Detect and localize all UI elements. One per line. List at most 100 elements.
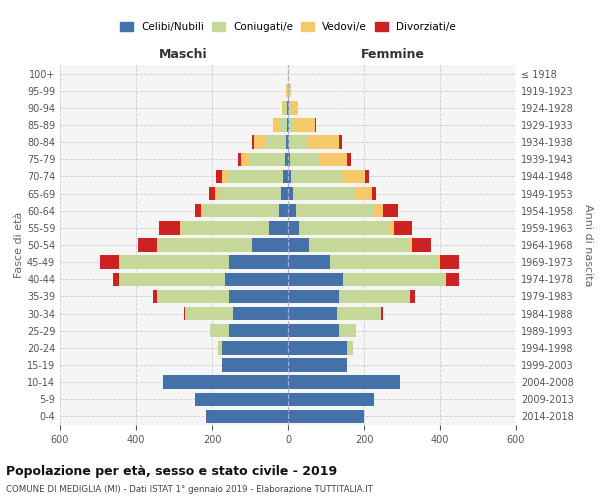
- Bar: [203, 204, 278, 218]
- Bar: [288, 101, 289, 114]
- Bar: [440, 256, 459, 269]
- Bar: [195, 392, 288, 406]
- Bar: [159, 221, 180, 234]
- Bar: [343, 272, 446, 286]
- Bar: [288, 238, 309, 252]
- Y-axis label: Fasce di età: Fasce di età: [14, 212, 24, 278]
- Bar: [278, 204, 288, 218]
- Bar: [288, 118, 289, 132]
- Y-axis label: Anni di nascita: Anni di nascita: [583, 204, 593, 286]
- Bar: [157, 290, 229, 303]
- Bar: [153, 290, 157, 303]
- Bar: [210, 324, 229, 338]
- Bar: [138, 238, 157, 252]
- Bar: [288, 272, 343, 286]
- Bar: [200, 204, 203, 218]
- Bar: [288, 376, 400, 389]
- Bar: [281, 187, 288, 200]
- Bar: [289, 101, 290, 114]
- Bar: [288, 204, 296, 218]
- Bar: [238, 152, 241, 166]
- Bar: [373, 204, 383, 218]
- Bar: [320, 152, 347, 166]
- Bar: [218, 341, 221, 354]
- Bar: [227, 170, 283, 183]
- Bar: [215, 187, 218, 200]
- Bar: [308, 136, 338, 149]
- Bar: [252, 136, 254, 149]
- Bar: [180, 221, 182, 234]
- Text: COMUNE DI MEDIGLIA (MI) - Dati ISTAT 1° gennaio 2019 - Elaborazione TUTTITALIA.I: COMUNE DI MEDIGLIA (MI) - Dati ISTAT 1° …: [6, 485, 373, 494]
- Bar: [288, 256, 330, 269]
- Bar: [394, 221, 412, 234]
- Bar: [288, 187, 293, 200]
- Bar: [209, 187, 215, 200]
- Bar: [286, 136, 288, 149]
- Bar: [289, 136, 308, 149]
- Bar: [389, 221, 394, 234]
- Bar: [221, 358, 288, 372]
- Bar: [347, 152, 350, 166]
- Bar: [163, 376, 288, 389]
- Bar: [218, 187, 281, 200]
- Bar: [226, 272, 288, 286]
- Bar: [216, 170, 222, 183]
- Bar: [288, 341, 347, 354]
- Bar: [288, 410, 364, 423]
- Bar: [289, 84, 291, 98]
- Bar: [273, 118, 280, 132]
- Bar: [288, 170, 291, 183]
- Bar: [410, 238, 412, 252]
- Bar: [383, 204, 398, 218]
- Bar: [288, 136, 289, 149]
- Bar: [283, 170, 288, 183]
- Bar: [381, 307, 383, 320]
- Bar: [241, 152, 249, 166]
- Bar: [340, 290, 410, 303]
- Bar: [340, 324, 356, 338]
- Bar: [299, 221, 389, 234]
- Bar: [373, 187, 376, 200]
- Bar: [412, 238, 431, 252]
- Bar: [438, 256, 440, 269]
- Bar: [347, 341, 353, 354]
- Bar: [254, 136, 265, 149]
- Bar: [119, 256, 229, 269]
- Bar: [288, 392, 373, 406]
- Bar: [222, 170, 227, 183]
- Bar: [291, 170, 343, 183]
- Bar: [182, 221, 269, 234]
- Bar: [293, 187, 355, 200]
- Bar: [113, 272, 119, 286]
- Bar: [195, 204, 200, 218]
- Bar: [410, 290, 415, 303]
- Bar: [285, 152, 288, 166]
- Bar: [286, 84, 287, 98]
- Bar: [221, 341, 288, 354]
- Bar: [265, 136, 286, 149]
- Bar: [283, 101, 284, 114]
- Bar: [296, 204, 373, 218]
- Bar: [252, 238, 288, 252]
- Text: Popolazione per età, sesso e stato civile - 2019: Popolazione per età, sesso e stato civil…: [6, 465, 337, 478]
- Bar: [229, 256, 288, 269]
- Text: Femmine: Femmine: [361, 48, 425, 62]
- Bar: [355, 187, 373, 200]
- Bar: [290, 101, 298, 114]
- Bar: [229, 290, 288, 303]
- Bar: [287, 118, 288, 132]
- Bar: [309, 238, 410, 252]
- Bar: [295, 118, 316, 132]
- Bar: [343, 170, 365, 183]
- Bar: [290, 152, 320, 166]
- Bar: [288, 324, 340, 338]
- Bar: [365, 170, 369, 183]
- Bar: [446, 272, 459, 286]
- Bar: [229, 324, 288, 338]
- Text: Maschi: Maschi: [159, 48, 208, 62]
- Bar: [288, 152, 290, 166]
- Bar: [289, 118, 295, 132]
- Bar: [287, 101, 288, 114]
- Legend: Celibi/Nubili, Coniugati/e, Vedovi/e, Divorziati/e: Celibi/Nubili, Coniugati/e, Vedovi/e, Di…: [118, 20, 458, 34]
- Bar: [119, 272, 226, 286]
